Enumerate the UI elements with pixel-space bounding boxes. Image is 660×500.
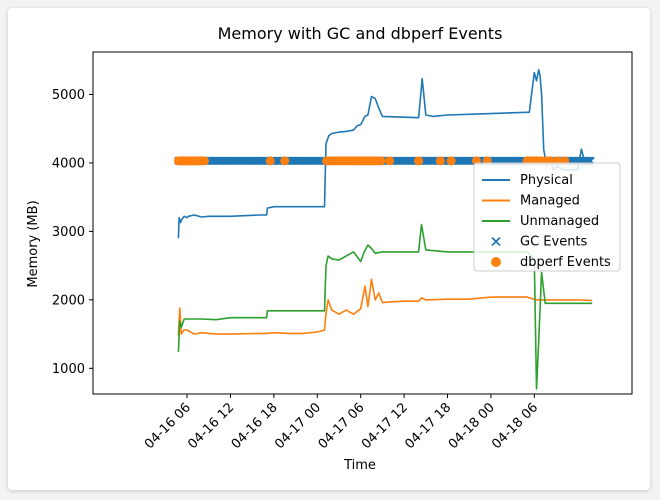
chart-card: Memory with GC and dbperf Events Memory … [8, 8, 650, 490]
x-tick-label: 04-16 06 [142, 400, 194, 452]
legend-label: Physical [520, 173, 573, 188]
legend-label: Unmanaged [520, 214, 599, 229]
x-tick-label: 04-17 06 [316, 400, 368, 452]
chart-svg: Memory with GC and dbperf Events Memory … [26, 24, 633, 473]
dbperf-event-marker [265, 156, 275, 166]
series-line-managed [177, 278, 593, 336]
dbperf-event-marker [280, 156, 290, 166]
x-tick-label: 04-18 06 [489, 400, 541, 452]
x-axis-label: Time [343, 458, 376, 473]
dbperf-event-marker [446, 156, 456, 166]
dbperf-event-marker [376, 156, 386, 166]
y-tick-label: 1000 [52, 362, 85, 377]
legend-label: dbperf Events [520, 255, 611, 270]
plot-frame [92, 51, 633, 395]
x-tick-label: 04-16 12 [185, 400, 237, 452]
legend-swatch [491, 236, 501, 247]
legend-box [473, 162, 621, 272]
dbperf-event-marker [385, 156, 395, 166]
y-axis: 1000 2000 3000 4000 5000 [52, 88, 93, 377]
dbperf-event-marker [414, 156, 424, 166]
y-tick-label: 4000 [52, 156, 85, 171]
x-tick-label: 04-18 00 [446, 400, 498, 452]
x-tick-label: 04-16 18 [229, 400, 281, 452]
legend-swatch [491, 257, 501, 267]
dbperf-event-marker [199, 156, 209, 166]
chart-title: Memory with GC and dbperf Events [218, 24, 503, 43]
legend: Physical Managed Unmanaged GC Events dbperf … [473, 162, 621, 272]
dbperf-event-marker [435, 156, 445, 166]
y-tick-label: 2000 [52, 293, 85, 308]
y-axis-label: Memory (MB) [26, 200, 41, 287]
x-tick-label: 04-17 00 [272, 400, 324, 452]
series-line-unmanaged [177, 223, 593, 390]
event-markers [173, 156, 595, 166]
y-tick-label: 3000 [52, 225, 85, 240]
legend-label: GC Events [520, 235, 588, 250]
x-tick-label: 04-17 12 [359, 400, 411, 452]
x-tick-label: 04-17 18 [402, 400, 454, 452]
y-tick-label: 5000 [52, 88, 85, 103]
legend-label: Managed [520, 194, 580, 209]
